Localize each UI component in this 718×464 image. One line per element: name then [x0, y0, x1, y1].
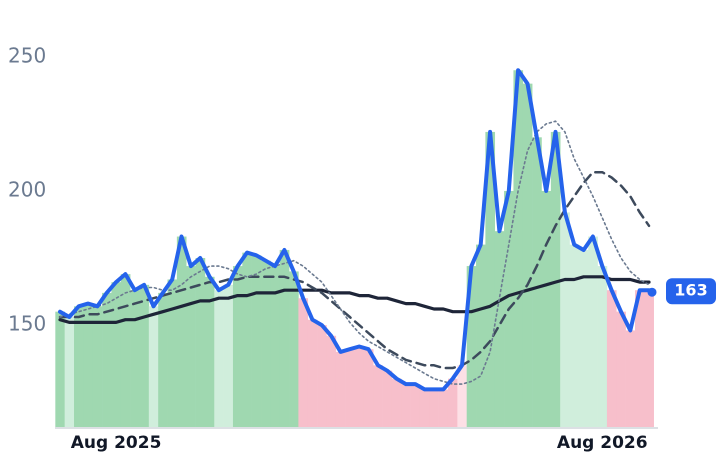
- regime-bar: [148, 306, 159, 427]
- regime-bar: [391, 378, 402, 427]
- regime-bar: [522, 83, 533, 427]
- regime-bar: [634, 290, 645, 427]
- regime-bar: [326, 335, 337, 427]
- y-tick-label: 250: [8, 43, 46, 67]
- regime-bar: [92, 306, 103, 427]
- value-badge: [666, 278, 716, 305]
- regime-bar: [438, 389, 449, 427]
- regime-bar: [429, 389, 439, 427]
- regime-bar: [335, 351, 346, 427]
- regime-bar: [382, 370, 393, 427]
- regime-bar: [279, 249, 290, 427]
- regime-bar: [55, 311, 65, 427]
- regime-bar: [232, 266, 243, 427]
- regime-bar: [354, 346, 365, 427]
- regime-bar: [560, 212, 570, 427]
- regime-bar: [317, 325, 327, 427]
- value-label: 163: [674, 281, 707, 300]
- regime-bar: [176, 236, 187, 427]
- regime-bar: [597, 266, 608, 427]
- regime-bar: [550, 131, 561, 427]
- regime-bar: [74, 306, 84, 427]
- regime-bar: [447, 378, 458, 427]
- regime-bar: [261, 260, 271, 427]
- regime-bar: [195, 258, 206, 427]
- regime-bar: [307, 319, 318, 427]
- regime-bar: [223, 284, 234, 427]
- regime-bar: [102, 292, 112, 427]
- regime-bar: [111, 282, 122, 427]
- regime-bar: [644, 290, 654, 427]
- regime-bar: [186, 266, 196, 427]
- series-line: [58, 68, 651, 392]
- regime-bar: [139, 284, 150, 427]
- regime-bar: [578, 249, 589, 427]
- series-line: [59, 120, 650, 385]
- regime-bar: [270, 266, 281, 427]
- regime-bar: [616, 311, 626, 427]
- regime-bar: [419, 389, 430, 427]
- last-point: [647, 287, 657, 297]
- series-line: [58, 275, 651, 324]
- regime-bar: [625, 330, 636, 427]
- regime-bar: [289, 271, 299, 427]
- x-tick-label: Aug 2025: [71, 433, 162, 453]
- regime-bar: [214, 290, 224, 427]
- regime-bar: [513, 70, 524, 428]
- regime-bar: [130, 290, 140, 427]
- y-tick-label: 150: [8, 312, 46, 336]
- series-line: [58, 170, 651, 370]
- regime-bar: [167, 279, 178, 427]
- regime-bar: [494, 231, 505, 427]
- regime-bar: [64, 317, 75, 427]
- regime-bar: [466, 266, 477, 427]
- regime-bar: [298, 298, 309, 427]
- regime-bar: [204, 276, 215, 427]
- regime-bar: [401, 384, 411, 427]
- regime-bar: [242, 252, 252, 427]
- regime-bar: [457, 365, 467, 427]
- regime-bar: [485, 131, 496, 427]
- regime-bar: [373, 365, 383, 427]
- regime-bar: [606, 290, 617, 427]
- x-tick-label: Aug 2026: [557, 433, 648, 453]
- regime-bar: [345, 349, 355, 427]
- regime-bar: [363, 349, 374, 427]
- regime-bar: [158, 292, 168, 427]
- regime-bar: [541, 190, 552, 427]
- regime-bar: [251, 255, 262, 427]
- regime-bar: [120, 274, 131, 427]
- regime-bar: [476, 244, 486, 427]
- regime-bar: [588, 236, 598, 427]
- regime-bar: [83, 303, 94, 427]
- regime-bar: [410, 384, 421, 427]
- regime-bar: [569, 244, 580, 427]
- regime-bar: [532, 137, 542, 427]
- y-tick-label: 200: [8, 177, 46, 201]
